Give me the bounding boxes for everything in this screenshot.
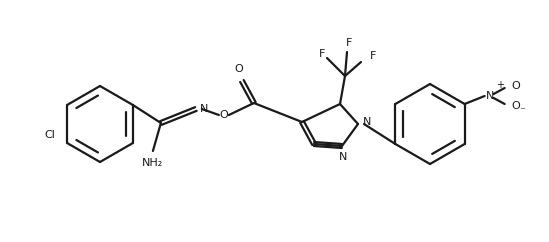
Text: NH₂: NH₂ — [142, 158, 164, 168]
Text: O: O — [234, 64, 243, 74]
Text: F: F — [370, 51, 376, 61]
Text: N: N — [363, 117, 371, 127]
Text: O: O — [220, 110, 228, 120]
Text: N: N — [200, 104, 208, 114]
Text: F: F — [319, 49, 325, 59]
Text: N: N — [485, 91, 494, 101]
Text: N: N — [339, 152, 347, 162]
Text: +: + — [496, 80, 503, 90]
Text: O: O — [512, 101, 520, 111]
Text: Cl: Cl — [44, 130, 55, 140]
Text: O: O — [512, 81, 520, 91]
Text: F: F — [346, 38, 352, 48]
Text: ⁻: ⁻ — [520, 106, 525, 116]
